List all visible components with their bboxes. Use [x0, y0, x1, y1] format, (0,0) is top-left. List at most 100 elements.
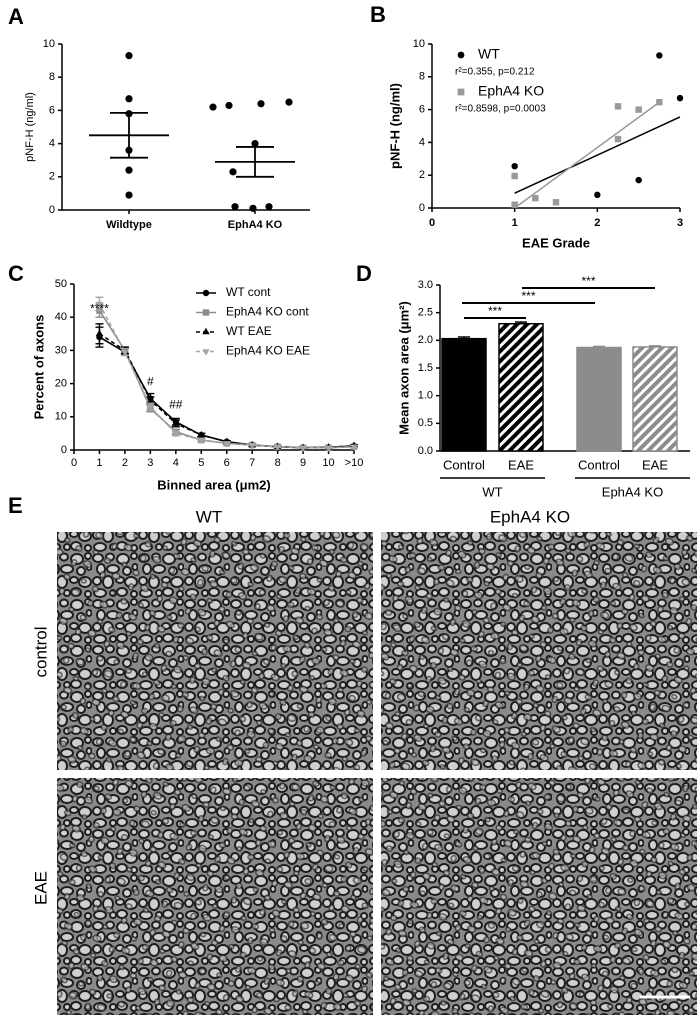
- point: [635, 106, 642, 113]
- legend-label: EphA4 KO EAE: [226, 344, 310, 358]
- y-tick-label: 10: [43, 38, 55, 50]
- micrographs: [57, 532, 697, 1015]
- legend-marker: [202, 349, 210, 356]
- y-tick-label: 20: [55, 378, 67, 390]
- y-tick-label: 50: [55, 278, 67, 290]
- x-tick-label: 0: [429, 217, 435, 229]
- point: [511, 172, 518, 180]
- bar: [632, 346, 678, 452]
- y-tick-label: 4: [49, 138, 55, 150]
- y-tick-label: 4: [419, 136, 425, 148]
- y-tick-label: 0: [49, 204, 55, 216]
- x-tick-label: >10: [345, 457, 364, 469]
- x-tick-label: 3: [677, 217, 683, 229]
- bar: [576, 346, 622, 452]
- x-tick-label: 1: [512, 217, 518, 229]
- point: [532, 194, 539, 202]
- legend-label: WT cont: [226, 285, 271, 299]
- x-tick-label: 5: [198, 457, 204, 469]
- point: [511, 162, 518, 170]
- point: [249, 204, 257, 212]
- point: [656, 52, 663, 59]
- row-label: EAE: [31, 871, 50, 905]
- legend-marker: [202, 309, 210, 316]
- point: [635, 176, 642, 184]
- point: [273, 444, 282, 451]
- x-axis-label: EAE Grade: [522, 235, 590, 250]
- x-tick-label: Wildtype: [106, 219, 152, 231]
- bar: [498, 322, 544, 452]
- y-tick-label: 2.0: [418, 334, 433, 346]
- point: [350, 444, 358, 451]
- point: [257, 100, 265, 108]
- x-tick-label: EAE: [642, 457, 668, 472]
- y-tick-label: 0.0: [418, 445, 433, 457]
- x-tick-label: 1: [96, 457, 102, 469]
- point: [125, 191, 133, 199]
- legend-marker: [202, 327, 210, 335]
- y-tick-label: 10: [55, 411, 67, 423]
- annotation: #: [147, 374, 154, 388]
- point: [299, 445, 307, 452]
- panel-label: E: [8, 493, 23, 518]
- group-label: WT: [482, 484, 502, 499]
- point: [121, 349, 129, 357]
- annotation: ****: [90, 301, 109, 315]
- y-tick-label: 0: [419, 202, 425, 214]
- column-label: EphA4 KO: [490, 507, 570, 526]
- y-tick-label: 0: [61, 444, 67, 456]
- point: [146, 396, 155, 403]
- point: [172, 431, 180, 438]
- x-tick-label: 10: [322, 457, 334, 469]
- x-tick-label: 2: [594, 217, 600, 229]
- x-tick-label: EAE: [508, 457, 534, 472]
- annotation: ##: [169, 398, 183, 412]
- legend-label: WT EAE: [226, 324, 272, 338]
- y-tick-label: 2: [49, 171, 55, 183]
- x-tick-label: 3: [147, 457, 153, 469]
- y-tick-label: 6: [419, 104, 425, 116]
- y-tick-label: 10: [413, 38, 425, 50]
- point: [231, 203, 239, 211]
- point: [614, 135, 622, 143]
- fit-line: [514, 116, 681, 194]
- point: [594, 191, 601, 199]
- legend-label: WT: [478, 46, 500, 62]
- point: [197, 437, 205, 445]
- point: [324, 445, 333, 452]
- point: [209, 103, 217, 111]
- y-axis-label: Mean axon area (μm²): [396, 301, 411, 435]
- y-tick-label: 3.0: [418, 279, 433, 291]
- point: [223, 441, 231, 448]
- point: [251, 140, 259, 148]
- y-axis-label: pNF-H (ng/ml): [24, 92, 36, 162]
- x-tick-label: 8: [275, 457, 281, 469]
- micrograph-texture: [381, 532, 697, 770]
- y-tick-label: 8: [49, 71, 55, 83]
- y-tick-label: 30: [55, 344, 67, 356]
- x-tick-label: 2: [122, 457, 128, 469]
- point: [95, 329, 104, 336]
- legend-marker: [457, 88, 465, 96]
- x-tick-label: EphA4 KO: [228, 219, 283, 231]
- point: [197, 430, 205, 438]
- significance-label: ***: [521, 289, 535, 303]
- x-tick-label: 7: [249, 457, 255, 469]
- point: [125, 95, 133, 103]
- y-tick-label: 1.5: [418, 362, 433, 374]
- y-tick-label: 1.0: [418, 390, 433, 402]
- point: [265, 203, 273, 211]
- y-tick-label: 2: [419, 169, 425, 181]
- column-label: WT: [196, 507, 222, 526]
- micrograph-texture: [57, 778, 373, 1015]
- y-tick-label: 2.5: [418, 307, 433, 319]
- point: [614, 103, 622, 110]
- panel-label: A: [8, 4, 24, 29]
- y-tick-label: 40: [55, 311, 67, 323]
- legend-marker: [202, 289, 210, 297]
- legend-marker: [457, 51, 465, 59]
- micrograph-texture: [57, 532, 373, 770]
- y-axis-label: Percent of axons: [31, 315, 46, 420]
- point: [552, 199, 560, 206]
